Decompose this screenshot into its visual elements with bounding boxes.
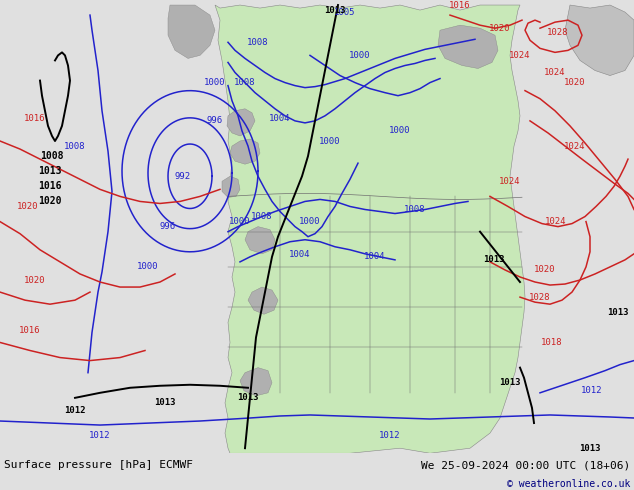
Text: 1024: 1024 xyxy=(499,177,521,186)
Text: 1016: 1016 xyxy=(24,114,46,123)
Text: 1012: 1012 xyxy=(581,386,603,395)
Text: 1016: 1016 xyxy=(19,326,41,335)
Text: 1013: 1013 xyxy=(237,393,259,402)
Text: 1013: 1013 xyxy=(154,398,176,407)
Text: 996: 996 xyxy=(160,222,176,231)
Text: 1024: 1024 xyxy=(564,142,586,150)
Polygon shape xyxy=(240,368,272,396)
Text: 1018: 1018 xyxy=(541,338,563,347)
Text: 1020: 1020 xyxy=(534,266,556,274)
Text: 1000: 1000 xyxy=(320,137,340,146)
Text: 1024: 1024 xyxy=(544,68,566,77)
Text: 1012: 1012 xyxy=(89,431,111,440)
Polygon shape xyxy=(248,287,278,314)
Text: 1013: 1013 xyxy=(607,308,629,317)
Text: 1005: 1005 xyxy=(334,7,356,17)
Text: 1008: 1008 xyxy=(40,151,64,161)
Text: 1008: 1008 xyxy=(247,38,269,47)
Text: 1028: 1028 xyxy=(529,293,551,302)
Text: 1004: 1004 xyxy=(289,250,311,259)
Text: 1012: 1012 xyxy=(379,431,401,440)
Text: 1024: 1024 xyxy=(545,217,567,226)
Text: 1004: 1004 xyxy=(269,114,291,123)
Text: 1000: 1000 xyxy=(299,217,321,226)
Text: 992: 992 xyxy=(175,172,191,181)
Text: 1000: 1000 xyxy=(389,126,411,135)
Polygon shape xyxy=(565,5,634,75)
Text: 1020: 1020 xyxy=(17,202,39,211)
Text: 1016: 1016 xyxy=(38,181,61,191)
Text: 1020: 1020 xyxy=(489,24,511,33)
Text: 996: 996 xyxy=(207,116,223,125)
Text: © weatheronline.co.uk: © weatheronline.co.uk xyxy=(507,479,630,489)
Text: 1013: 1013 xyxy=(579,444,601,453)
Text: 1013: 1013 xyxy=(38,166,61,176)
Text: 1000: 1000 xyxy=(137,263,158,271)
Text: 1013: 1013 xyxy=(499,378,521,387)
Text: 1008: 1008 xyxy=(234,78,256,87)
Text: Surface pressure [hPa] ECMWF: Surface pressure [hPa] ECMWF xyxy=(4,460,193,470)
Text: 1004: 1004 xyxy=(365,252,385,261)
Text: 1016: 1016 xyxy=(450,0,471,9)
Polygon shape xyxy=(168,5,215,58)
Polygon shape xyxy=(215,5,525,453)
Text: 1000: 1000 xyxy=(204,78,226,87)
Text: 1012: 1012 xyxy=(64,406,86,416)
Text: 1024: 1024 xyxy=(509,51,531,60)
Text: 1008: 1008 xyxy=(251,212,273,221)
Text: 1020: 1020 xyxy=(564,78,586,87)
Polygon shape xyxy=(438,25,498,69)
Text: 1013: 1013 xyxy=(483,255,505,265)
Text: 1000: 1000 xyxy=(230,217,251,226)
Text: 1013: 1013 xyxy=(324,5,346,15)
Text: 1020: 1020 xyxy=(38,196,61,206)
Polygon shape xyxy=(230,139,260,164)
Text: 1028: 1028 xyxy=(547,28,569,37)
Polygon shape xyxy=(245,226,275,254)
Text: We 25-09-2024 00:00 UTC (18+06): We 25-09-2024 00:00 UTC (18+06) xyxy=(421,460,630,470)
Text: 1008: 1008 xyxy=(404,205,426,214)
Polygon shape xyxy=(227,109,255,136)
Polygon shape xyxy=(222,176,240,197)
Text: 1020: 1020 xyxy=(24,275,46,285)
Text: 1000: 1000 xyxy=(349,51,371,60)
Text: 1008: 1008 xyxy=(64,142,86,150)
